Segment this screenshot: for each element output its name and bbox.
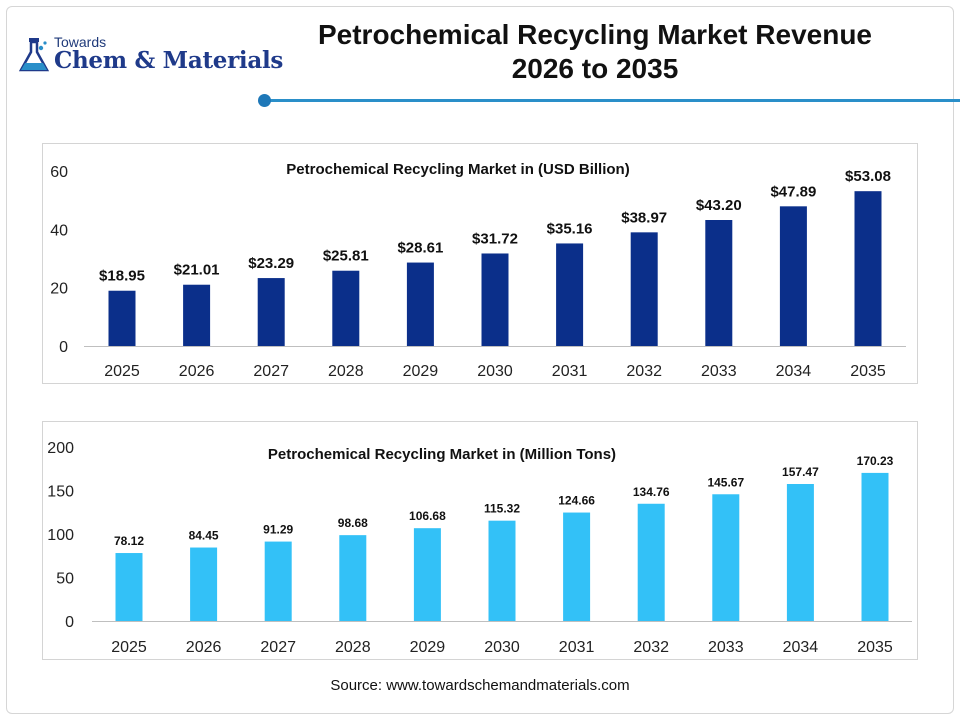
volume-bar-value-label: 157.47 — [782, 465, 819, 479]
revenue-bar — [257, 278, 285, 346]
volume-x-tick-label: 2028 — [335, 639, 371, 656]
volume-bar — [413, 528, 441, 621]
revenue-x-tick-label: 2035 — [850, 363, 886, 380]
volume-bar — [488, 520, 516, 621]
title-line-2: 2026 to 2035 — [511, 53, 679, 84]
logo-main-text: Chem & Materials — [54, 47, 284, 74]
revenue-bar-value-label: $18.95 — [99, 268, 145, 285]
revenue-bar-value-label: $53.08 — [845, 168, 891, 185]
volume-chart-title: Petrochemical Recycling Market in (Milli… — [268, 446, 616, 463]
volume-bar-value-label: 78.12 — [114, 534, 144, 548]
revenue-chart-title: Petrochemical Recycling Market in (USD B… — [286, 161, 629, 178]
revenue-bar-value-label: $47.89 — [770, 183, 816, 200]
revenue-x-tick-label: 2034 — [776, 363, 812, 380]
logo-top-text: Towards — [54, 34, 107, 50]
volume-x-tick-label: 2030 — [484, 639, 520, 656]
volume-bar — [190, 547, 218, 621]
title-line-1: Petrochemical Recycling Market Revenue — [317, 19, 872, 50]
revenue-x-tick-label: 2032 — [626, 363, 662, 380]
volume-x-tick-label: 2033 — [708, 639, 744, 656]
revenue-bar-value-label: $23.29 — [248, 255, 294, 272]
volume-bar — [712, 494, 740, 621]
revenue-y-tick-label: 60 — [50, 164, 68, 181]
volume-bar — [637, 503, 665, 621]
header-divider — [265, 99, 960, 102]
volume-bar-value-label: 134.76 — [633, 485, 670, 499]
revenue-bar-value-label: $21.01 — [174, 262, 220, 279]
volume-y-tick-label: 200 — [47, 440, 74, 457]
revenue-x-tick-label: 2030 — [477, 363, 513, 380]
volume-bar-value-label: 91.29 — [263, 523, 293, 537]
volume-bar — [115, 553, 143, 621]
flask-icon — [18, 38, 50, 72]
revenue-x-tick-label: 2029 — [403, 363, 439, 380]
revenue-bar — [406, 262, 434, 346]
source-note: Source: www.towardschemandmaterials.com — [330, 677, 630, 694]
volume-y-tick-label: 0 — [65, 614, 74, 631]
revenue-y-tick-label: 0 — [59, 339, 68, 356]
volume-bar-value-label: 106.68 — [409, 509, 446, 523]
revenue-bar-value-label: $38.97 — [621, 209, 667, 226]
revenue-bar — [854, 191, 882, 346]
revenue-bar — [556, 243, 584, 346]
revenue-x-tick-label: 2028 — [328, 363, 364, 380]
volume-chart-panel — [42, 421, 918, 660]
volume-bar-value-label: 170.23 — [857, 454, 894, 468]
volume-bar — [563, 512, 591, 621]
revenue-bar — [183, 284, 211, 346]
revenue-bar — [630, 232, 658, 346]
revenue-bar-value-label: $31.72 — [472, 230, 518, 247]
revenue-x-tick-label: 2033 — [701, 363, 737, 380]
volume-x-tick-label: 2025 — [111, 639, 147, 656]
revenue-bar-value-label: $43.20 — [696, 197, 742, 214]
header-divider-dot — [258, 94, 271, 107]
volume-y-tick-label: 100 — [47, 527, 74, 544]
volume-x-tick-label: 2031 — [559, 639, 595, 656]
revenue-y-tick-label: 40 — [50, 222, 68, 239]
volume-x-tick-label: 2035 — [857, 639, 893, 656]
revenue-y-tick-label: 20 — [50, 281, 68, 298]
volume-bar-value-label: 145.67 — [707, 475, 744, 489]
volume-x-tick-label: 2034 — [783, 639, 819, 656]
volume-bar — [264, 541, 292, 621]
revenue-bar — [705, 220, 733, 346]
revenue-x-tick-label: 2027 — [253, 363, 289, 380]
volume-bar-value-label: 84.45 — [189, 529, 219, 543]
volume-x-tick-label: 2027 — [260, 639, 296, 656]
revenue-bar-value-label: $28.61 — [397, 240, 443, 257]
revenue-bar — [779, 206, 807, 346]
volume-bar-value-label: 115.32 — [484, 502, 520, 516]
volume-bar-value-label: 98.68 — [338, 516, 368, 530]
revenue-x-tick-label: 2026 — [179, 363, 215, 380]
revenue-bar — [481, 253, 509, 346]
revenue-bar-value-label: $35.16 — [547, 220, 593, 237]
revenue-bar — [108, 290, 136, 346]
volume-y-tick-label: 50 — [56, 571, 74, 588]
volume-bar-value-label: 124.66 — [558, 494, 595, 508]
volume-x-tick-label: 2029 — [410, 639, 446, 656]
volume-x-tick-label: 2026 — [186, 639, 222, 656]
page-title: Petrochemical Recycling Market Revenue 2… — [290, 18, 900, 86]
volume-bar — [786, 484, 814, 621]
revenue-x-tick-label: 2031 — [552, 363, 588, 380]
logo: Towards Chem & Materials — [16, 34, 283, 78]
volume-bar — [861, 472, 889, 621]
volume-bar — [339, 535, 367, 621]
revenue-bar-value-label: $25.81 — [323, 248, 369, 265]
revenue-bar — [332, 270, 360, 346]
volume-x-tick-label: 2032 — [633, 639, 669, 656]
volume-y-tick-label: 150 — [47, 484, 74, 501]
revenue-x-tick-label: 2025 — [104, 363, 140, 380]
